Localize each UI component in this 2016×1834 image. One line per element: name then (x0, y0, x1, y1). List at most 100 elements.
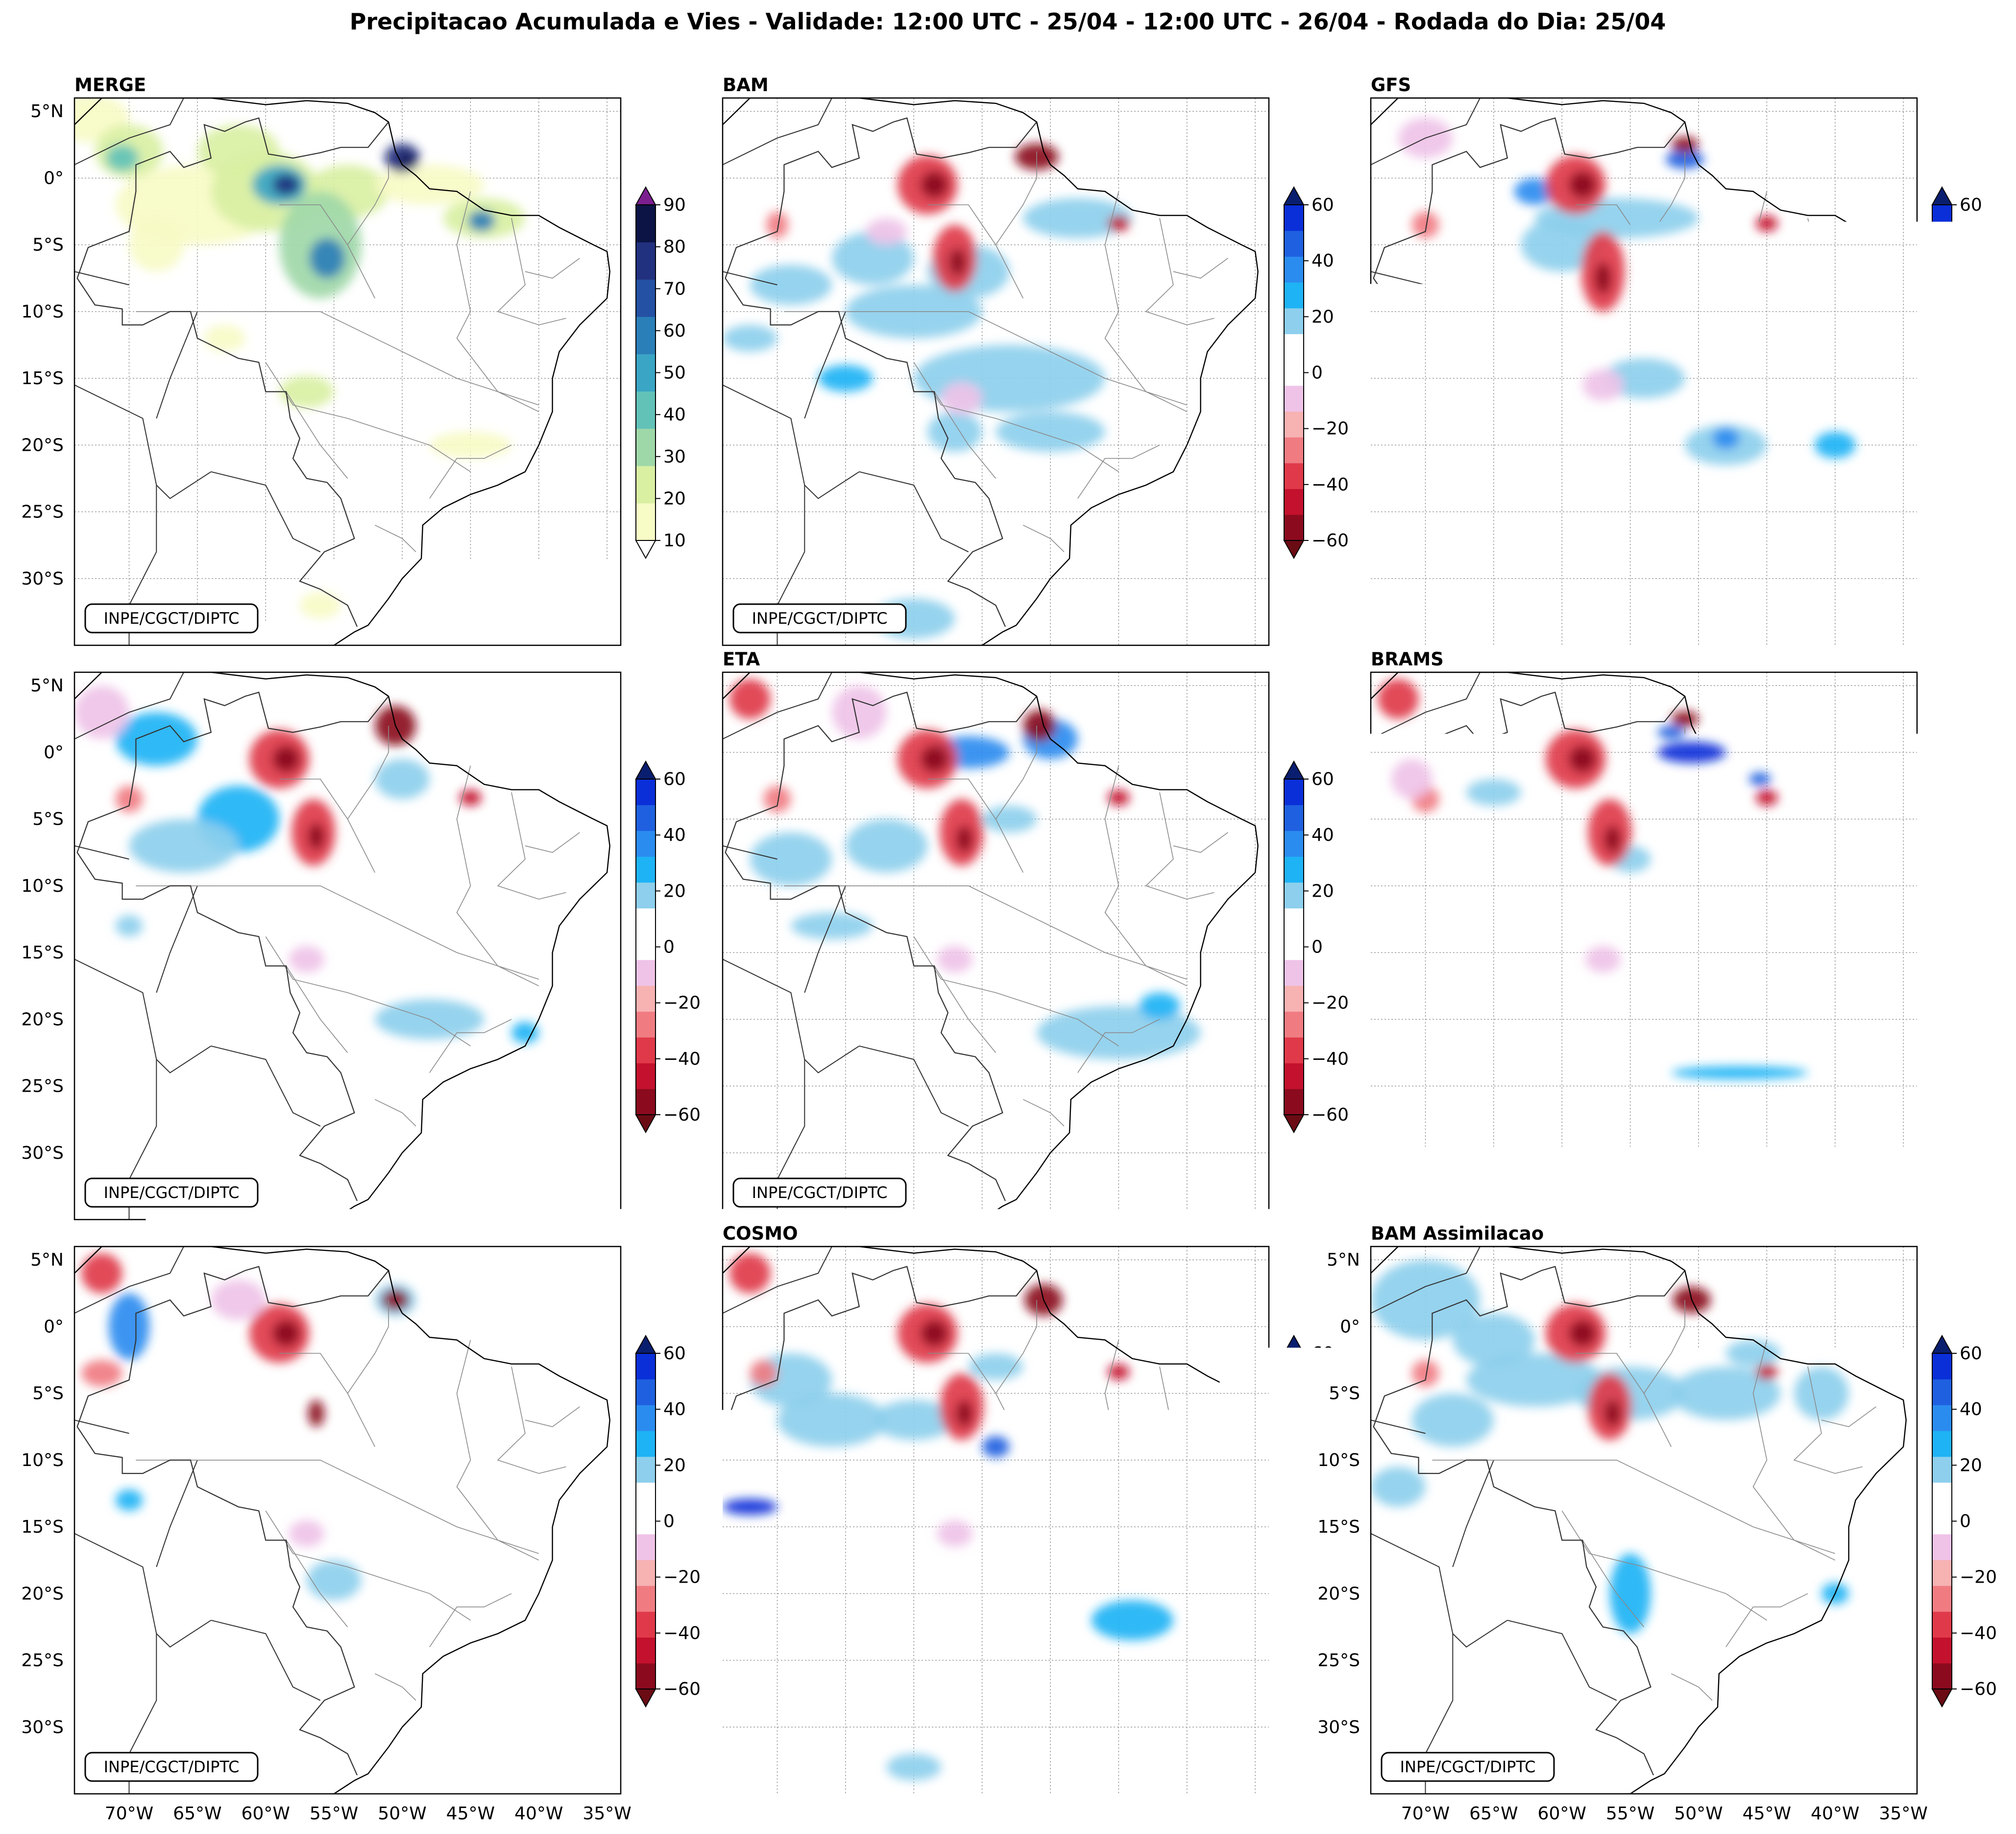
panel-eta-map (723, 672, 1269, 1220)
panel-gfs-field-patch (1569, 171, 1596, 198)
panel-bam-assimilacao-lat-label: 5°N (1327, 1250, 1360, 1270)
panel-bam-field-patch (723, 325, 777, 351)
panel-brams-colorbar: 6040200−20−40−60 (1932, 761, 1997, 1132)
panel-eta-colorbar: 6040200−20−40−60 (1284, 761, 1349, 1132)
panel-brams-colorbar-tick-label: 0 (1960, 937, 1971, 957)
panel-mpas-monan-lon-label: 40°W (514, 1804, 563, 1824)
panel-bam-assimilacao-field-patch (1412, 1394, 1494, 1447)
panel-bam-assimilacao-lon-label: 65°W (1469, 1804, 1518, 1824)
panel-mpas-monan: MPAS/MONANINPE/CGCT/DIPTC5°N0°5°S10°S15°… (21, 1223, 701, 1824)
panel-wrf-field-patch (460, 790, 482, 806)
panel-bam-watermark-text: INPE/CGCT/DIPTC (752, 609, 888, 628)
panel-gfs-colorbar-tick-label: 0 (1960, 363, 1971, 383)
panel-brams-colorbar-segment (1932, 1011, 1952, 1037)
panel-gfs-colorbar-segment (1932, 412, 1952, 438)
panel-merge-colorbar-tick-label: 20 (663, 489, 686, 509)
panel-bam-colorbar-tick-label: 60 (1312, 195, 1334, 215)
panel-eta-title: ETA (723, 649, 760, 670)
panel-merge-colorbar-tick-label: 30 (663, 447, 686, 467)
panel-mpas-monan-lat-label: 5°N (30, 1250, 64, 1270)
panel-merge-colorbar-segment (636, 391, 656, 429)
panel-mpas-monan-colorbar-over-arrow (636, 1336, 656, 1353)
panel-gfs-colorbar-tick-label: −60 (1960, 531, 1997, 551)
panel-wrf-colorbar-tick-label: 40 (663, 825, 686, 845)
panel-wrf-lat-label: 5°S (32, 809, 64, 830)
panel-wrf-field-patch (375, 759, 430, 799)
panel-gfs-colorbar-segment (1932, 514, 1952, 540)
panel-cosmo: COSMO INPE/CGCT/DIPTC 70°W 65°W 60°W 55°W 50°W… (723, 1223, 1349, 1824)
panel-bam-assimilacao-colorbar-segment (1932, 1586, 1952, 1612)
panel-merge-colorbar-segment (636, 429, 656, 466)
panel-bam-assimilacao-colorbar-under-arrow (1932, 1689, 1952, 1707)
panel-brams-colorbar-tick-label: −60 (1960, 1105, 1997, 1125)
panel-brams-field-patch (1671, 711, 1699, 727)
panel-gfs-colorbar-tick-label: 20 (1960, 307, 1982, 327)
panel-mpas-monan-lat-label: 15°S (21, 1517, 64, 1537)
panel-bam-assimilacao-field-patch (1453, 1313, 1534, 1367)
panel-brams-watermark-text: INPE/CGCT/DIPTC (1400, 1183, 1536, 1202)
panel-wrf-colorbar-under-arrow (636, 1115, 656, 1132)
panel-mpas-monan-lon-label: 50°W (378, 1804, 426, 1824)
panel-wrf-field-patch (289, 946, 324, 973)
panel-bam-assimilacao-colorbar: 6040200−20−40−60 (1932, 1336, 1997, 1707)
panel-brams-colorbar-segment (1932, 986, 1952, 1012)
panel-mpas-monan-lon-label: 45°W (446, 1804, 495, 1824)
panel-eta-colorbar-segment (1284, 908, 1304, 934)
panel-bam-assimilacao-colorbar-over-arrow (1932, 1336, 1952, 1353)
panel-brams-colorbar-over-arrow (1932, 761, 1952, 779)
panel-mpas-monan-lon-label: 35°W (583, 1804, 631, 1824)
panel-wrf-watermark: INPE/CGCT/DIPTC (85, 1178, 258, 1207)
panel-wrf-lat-label: 25°S (21, 1076, 64, 1097)
panel-eta-field-patch (729, 679, 771, 719)
panel-gfs-colorbar-tick-label: −40 (1960, 475, 1997, 495)
panel-wrf-lat-label: 30°S (21, 1143, 64, 1163)
panel-cosmo-colorbar-segment (1284, 1457, 1304, 1483)
panel-bam-assimilacao-colorbar-tick-label: −60 (1960, 1679, 1997, 1699)
panel-bam-colorbar-segment (1284, 514, 1304, 540)
panel-wrf-colorbar-tick-label: 0 (663, 937, 675, 957)
panel-mpas-monan-lat-label: 30°S (21, 1717, 64, 1737)
panel-merge-lat-label: 20°S (21, 435, 64, 455)
panel-wrf-colorbar-segment (636, 934, 656, 960)
panel-gfs-colorbar-segment (1932, 256, 1952, 282)
panel-bam-assimilacao-colorbar-segment (1932, 1379, 1952, 1405)
panel-mpas-monan-colorbar-segment (636, 1353, 656, 1379)
panel-brams-colorbar-segment (1932, 1089, 1952, 1115)
panel-cosmo-lon-label: 35°W (1231, 1804, 1279, 1824)
panel-eta-field-patch (921, 746, 948, 772)
panel-wrf-colorbar-tick-label: 60 (663, 769, 686, 789)
panel-wrf-lat-label: 10°S (21, 876, 64, 896)
panel-eta-watermark: INPE/CGCT/DIPTC (733, 1178, 906, 1207)
panel-bam-field-patch (818, 365, 873, 391)
panel-brams-field-patch (1585, 946, 1621, 973)
panel-wrf-colorbar-segment (636, 908, 656, 934)
panel-mpas-monan-field-patch (460, 1364, 482, 1380)
panel-eta-colorbar-segment (1284, 779, 1304, 805)
panel-mpas-monan-field-patch (308, 1400, 324, 1426)
panel-mpas-monan-colorbar-segment (636, 1638, 656, 1663)
panel-bam-colorbar-tick-label: 0 (1312, 363, 1323, 383)
panel-bam-map (723, 98, 1269, 645)
panel-wrf-title: WRF (74, 649, 121, 670)
panel-mpas-monan-colorbar-segment (636, 1586, 656, 1612)
panel-brams-colorbar-segment (1932, 882, 1952, 908)
panel-merge-watermark-text: INPE/CGCT/DIPTC (104, 609, 240, 628)
panel-bam-assimilacao-colorbar-segment (1932, 1560, 1952, 1586)
panel-bam-assimilacao-lat-label: 0° (1340, 1317, 1360, 1337)
panel-merge-field-patch (272, 174, 300, 196)
panel-eta-colorbar-under-arrow (1284, 1115, 1304, 1132)
panel-cosmo-lon-label: 50°W (1026, 1804, 1074, 1824)
panel-mpas-monan-lon-label: 60°W (242, 1804, 290, 1824)
panel-cosmo-colorbar-tick-label: −40 (1312, 1623, 1349, 1643)
panel-brams-colorbar-segment (1932, 805, 1952, 831)
panel-brams: BRAMS INPE/CGCT/DIPTC 60 40 20 0 −20 −40 −60 (1371, 649, 1997, 1220)
panel-gfs-colorbar-tick-label: 60 (1960, 195, 1982, 215)
panel-eta-colorbar-segment (1284, 831, 1304, 856)
panel-wrf-colorbar-segment (636, 986, 656, 1012)
panel-bam-assimilacao-lat-label: 15°S (1317, 1517, 1360, 1537)
panel-merge-lat-label: 15°S (21, 368, 64, 389)
panel-eta-colorbar-tick-label: 40 (1312, 825, 1334, 845)
panel-gfs-field-patch (1712, 428, 1740, 449)
panel-merge-field-patch (430, 432, 511, 458)
panel-bam-assimilacao-field-patch (1604, 1400, 1621, 1426)
